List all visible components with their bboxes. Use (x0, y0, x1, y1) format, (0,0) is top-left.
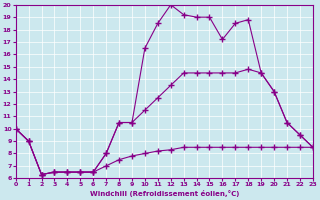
X-axis label: Windchill (Refroidissement éolien,°C): Windchill (Refroidissement éolien,°C) (90, 190, 239, 197)
